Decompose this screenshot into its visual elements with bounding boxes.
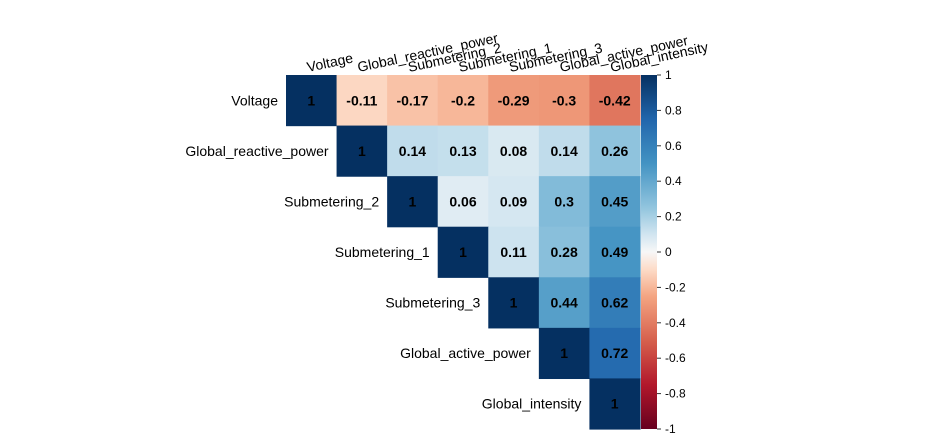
column-label: Voltage xyxy=(305,50,354,75)
heatmap-cell-1-6 xyxy=(589,125,641,177)
row-label: Global_active_power xyxy=(400,345,531,361)
colorbar-tick-label: -0.4 xyxy=(665,316,686,330)
cell-value-label: 0.06 xyxy=(449,193,476,209)
heatmap-cell-2-6 xyxy=(589,176,641,228)
cell-value-label: 0.28 xyxy=(551,244,578,260)
heatmap-cell-0-1 xyxy=(336,75,388,127)
row-label: Submetering_1 xyxy=(335,244,430,260)
heatmap-cell-1-2 xyxy=(387,125,439,177)
heatmap-cell-4-6 xyxy=(589,277,641,329)
heatmap-cell-3-5 xyxy=(538,226,591,278)
column-labels-layer: Voltage Global_reactive_powerSubmetering_… xyxy=(305,29,709,74)
colorbar-tick-label: -1 xyxy=(665,422,676,436)
cell-value-label: 1 xyxy=(307,92,315,108)
cell-value-label: 1 xyxy=(510,295,518,311)
colorbar-tick-label: -0.6 xyxy=(665,351,686,365)
colorbar-tick-label: 0.8 xyxy=(665,103,682,117)
colorbar-tick-label: 1 xyxy=(665,68,672,82)
heatmap-cell-0-6 xyxy=(589,75,641,127)
row-label: Submetering_2 xyxy=(284,193,379,209)
cell-value-label: 0.72 xyxy=(601,345,628,361)
colorbar-tick-label: 0.2 xyxy=(665,210,682,224)
cell-value-label: -0.11 xyxy=(346,92,377,108)
cells-layer xyxy=(286,75,641,430)
cell-value-label: 0.08 xyxy=(500,143,527,159)
cell-value-label: 0.09 xyxy=(500,193,527,209)
cell-value-label: -0.3 xyxy=(552,92,576,108)
colorbar-tick-label: 0.4 xyxy=(665,174,682,188)
row-label: Voltage xyxy=(231,92,278,108)
cell-value-label: 0.14 xyxy=(551,143,578,159)
cell-values-layer: 1 -0.11 -0.17 -0.2 -0.29 -0.3 -0.42 1 0.14 0.13 0.… xyxy=(307,92,630,411)
cell-value-label: 0.45 xyxy=(601,193,628,209)
heatmap-cell-2-3 xyxy=(437,176,489,228)
cell-value-label: 0.14 xyxy=(399,143,426,159)
cell-value-label: 0.49 xyxy=(601,244,628,260)
heatmap-cell-3-4 xyxy=(488,226,540,278)
heatmap-cell-3-3 xyxy=(437,226,489,278)
cell-value-label: 0.26 xyxy=(601,143,628,159)
cell-value-label: 0.44 xyxy=(551,295,578,311)
heatmap-cell-1-5 xyxy=(538,125,591,177)
heatmap-cell-1-4 xyxy=(488,125,540,177)
cell-value-label: 1 xyxy=(409,193,417,209)
heatmap-cell-2-2 xyxy=(387,176,439,228)
heatmap-cell-2-4 xyxy=(488,176,540,228)
heatmap-cell-3-6 xyxy=(589,226,641,278)
heatmap-cell-4-5 xyxy=(538,277,591,329)
row-label: Submetering_3 xyxy=(385,295,480,311)
cell-value-label: -0.17 xyxy=(396,92,428,108)
cell-value-label: 1 xyxy=(358,143,366,159)
heatmap-cell-0-0 xyxy=(286,75,338,127)
row-label: Global_reactive_power xyxy=(185,143,329,159)
colorbar-tick-label: 0 xyxy=(665,245,672,259)
heatmap-cell-0-4 xyxy=(488,75,540,127)
heatmap-cell-0-2 xyxy=(387,75,439,127)
heatmap-cell-2-5 xyxy=(538,176,591,228)
row-labels-layer: Voltage Global_reactive_power Submetering_… xyxy=(185,92,581,411)
colorbar-tick-label: -0.8 xyxy=(665,387,686,401)
cell-value-label: 0.3 xyxy=(554,193,574,209)
colorbar-tick-label: -0.2 xyxy=(665,280,686,294)
colorbar-gradient xyxy=(641,75,657,429)
colorbar: 1 0.8 0.6 0.4 0.2 0 -0.2 -0.4 -0.6 -0.8 -1 xyxy=(641,68,686,436)
heatmap-cell-0-3 xyxy=(437,75,489,127)
heatmap-cell-6-6 xyxy=(589,378,641,430)
heatmap-cell-0-5 xyxy=(538,75,591,127)
cell-value-label: 0.13 xyxy=(449,143,476,159)
cell-value-label: 1 xyxy=(560,345,568,361)
row-label: Global_intensity xyxy=(482,396,582,412)
heatmap-cell-1-1 xyxy=(336,125,388,177)
cell-value-label: 0.11 xyxy=(500,244,527,260)
cell-value-label: -0.2 xyxy=(451,92,475,108)
cell-value-label: -0.42 xyxy=(599,92,631,108)
heatmap-cell-5-5 xyxy=(538,327,591,380)
cell-value-label: 0.62 xyxy=(601,295,628,311)
heatmap-cell-1-3 xyxy=(437,125,489,177)
colorbar-tick-label: 0.6 xyxy=(665,139,682,153)
cell-value-label: -0.29 xyxy=(498,92,530,108)
heatmap-cell-4-4 xyxy=(488,277,540,329)
heatmap-cell-5-6 xyxy=(589,327,641,380)
cell-value-label: 1 xyxy=(459,244,467,260)
cell-value-label: 1 xyxy=(611,396,619,412)
